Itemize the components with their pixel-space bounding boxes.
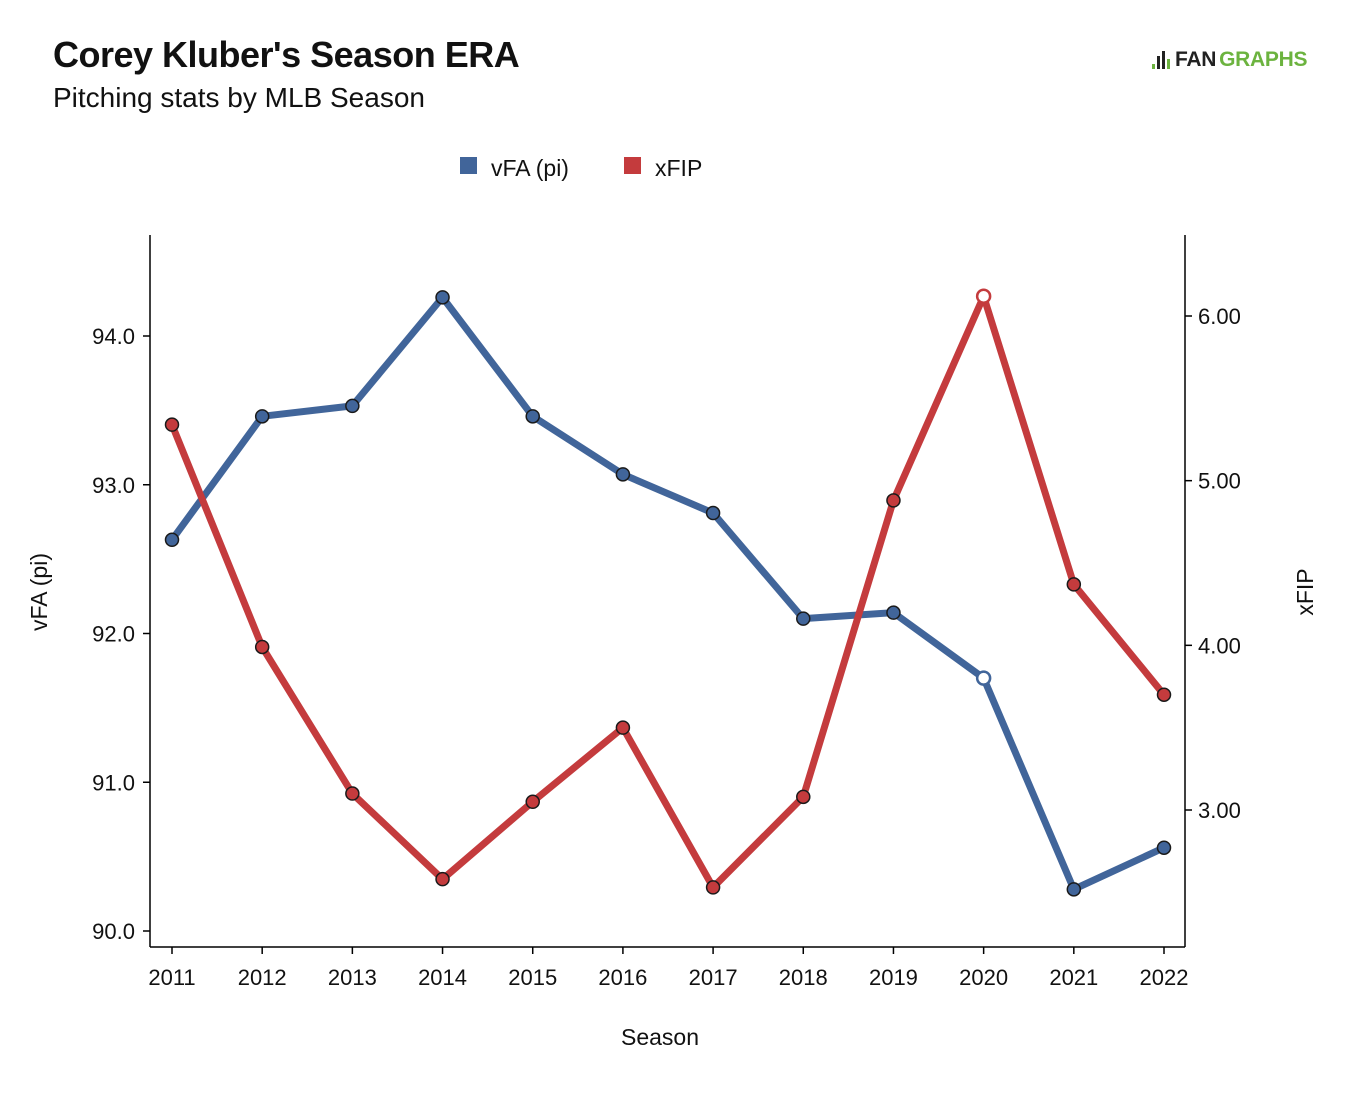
data-point-xfip-2016	[615, 720, 631, 735]
y-right-tick-label: 3.00	[1198, 798, 1241, 823]
data-point-xfip-2013	[345, 786, 360, 801]
x-tick-label: 2021	[1049, 965, 1098, 990]
y-axis-left-label: vFA (pi)	[26, 553, 52, 631]
data-point-vfa-2017	[705, 505, 721, 521]
y-left-tick-label: 92.0	[92, 622, 135, 647]
fangraphs-logo[interactable]: FAN GRAPHS	[1150, 48, 1307, 72]
data-point-vfa-2020	[975, 670, 992, 686]
y-right-tick-label: 6.00	[1198, 304, 1241, 329]
data-point-xfip-2017	[705, 880, 721, 895]
data-point-vfa-2013	[345, 398, 360, 414]
data-point-xfip-2022	[1156, 687, 1172, 702]
data-point-xfip-2012	[254, 639, 270, 655]
y-left-tick-label: 91.0	[92, 770, 135, 795]
data-point-xfip-2011	[164, 417, 180, 432]
data-point-vfa-2019	[886, 605, 901, 620]
y-left-tick-label: 90.0	[92, 919, 135, 944]
logo-text-fan: FAN	[1175, 48, 1217, 71]
y-right-tick-label: 4.00	[1198, 633, 1241, 658]
legend-swatch	[460, 157, 477, 174]
chart-subtitle: Pitching stats by MLB Season	[53, 82, 425, 113]
data-point-vfa-2021	[1066, 882, 1082, 897]
series-line-xfip	[168, 292, 1168, 891]
legend-label: xFIP	[655, 155, 702, 181]
x-tick-label: 2019	[869, 965, 918, 990]
x-axis-label: Season	[621, 1024, 699, 1050]
x-tick-label: 2018	[779, 965, 828, 990]
data-point-vfa-2018	[796, 611, 811, 626]
x-tick-label: 2022	[1140, 965, 1189, 990]
x-tick-label: 2016	[598, 965, 647, 990]
data-point-vfa-2011	[164, 532, 180, 548]
data-point-vfa-2016	[615, 467, 631, 482]
data-point-xfip-2020	[975, 288, 992, 304]
x-tick-label: 2014	[418, 965, 467, 990]
logo-text-graphs: GRAPHS	[1219, 48, 1308, 71]
chart-title: Corey Kluber's Season ERA	[53, 34, 520, 75]
legend-swatch	[624, 157, 641, 174]
data-point-xfip-2015	[525, 794, 540, 810]
data-point-xfip-2014	[435, 871, 450, 887]
data-point-vfa-2022	[1156, 840, 1172, 855]
series-line-vfa	[168, 293, 1168, 893]
x-tick-label: 2015	[508, 965, 557, 990]
x-tick-label: 2020	[959, 965, 1008, 990]
data-point-xfip-2018	[796, 789, 811, 805]
data-point-xfip-2021	[1066, 577, 1082, 592]
y-left-tick-label: 93.0	[92, 473, 135, 498]
x-tick-label: 2011	[148, 965, 195, 990]
fangraphs-logo-icon	[1152, 51, 1170, 69]
y-right-tick-label: 5.00	[1198, 469, 1241, 494]
x-tick-label: 2017	[689, 965, 738, 990]
x-tick-label: 2012	[238, 965, 287, 990]
legend-label: vFA (pi)	[491, 155, 569, 181]
data-point-xfip-2019	[886, 493, 901, 508]
data-point-vfa-2015	[525, 409, 540, 424]
data-point-vfa-2014	[435, 290, 450, 305]
y-left-tick-label: 94.0	[92, 324, 135, 349]
data-point-vfa-2012	[254, 409, 270, 424]
y-axis-right-label: xFIP	[1292, 568, 1318, 615]
x-tick-label: 2013	[328, 965, 377, 990]
